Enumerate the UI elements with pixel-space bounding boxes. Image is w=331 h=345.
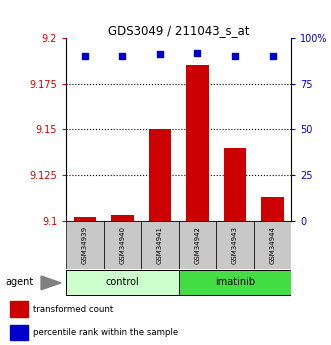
Bar	[224, 148, 246, 221]
Text: GSM34940: GSM34940	[119, 226, 125, 264]
Point	[232, 53, 238, 59]
Title: GDS3049 / 211043_s_at: GDS3049 / 211043_s_at	[108, 24, 250, 37]
Point	[195, 50, 200, 55]
FancyBboxPatch shape	[179, 221, 216, 269]
Bar	[10, 325, 28, 340]
Point	[157, 52, 163, 57]
Bar	[261, 197, 284, 221]
Bar	[10, 301, 28, 317]
Text: percentile rank within the sample: percentile rank within the sample	[32, 328, 178, 337]
Text: GSM34941: GSM34941	[157, 226, 163, 264]
Point	[82, 53, 88, 59]
FancyBboxPatch shape	[254, 221, 291, 269]
FancyBboxPatch shape	[67, 270, 178, 295]
FancyBboxPatch shape	[67, 221, 104, 269]
Text: agent: agent	[5, 277, 33, 287]
Polygon shape	[41, 276, 61, 290]
FancyBboxPatch shape	[179, 270, 291, 295]
Text: GSM34943: GSM34943	[232, 226, 238, 264]
FancyBboxPatch shape	[216, 221, 254, 269]
FancyBboxPatch shape	[104, 221, 141, 269]
FancyBboxPatch shape	[141, 221, 178, 269]
Point	[120, 53, 125, 59]
Text: GSM34944: GSM34944	[269, 226, 275, 264]
Text: GSM34942: GSM34942	[195, 226, 201, 264]
Text: GSM34939: GSM34939	[82, 226, 88, 264]
Text: control: control	[106, 277, 139, 287]
Text: imatinib: imatinib	[215, 277, 255, 287]
Bar	[111, 215, 134, 221]
Bar	[149, 129, 171, 221]
Bar	[186, 65, 209, 221]
Text: transformed count: transformed count	[32, 305, 113, 314]
Bar	[74, 217, 96, 221]
Point	[270, 53, 275, 59]
